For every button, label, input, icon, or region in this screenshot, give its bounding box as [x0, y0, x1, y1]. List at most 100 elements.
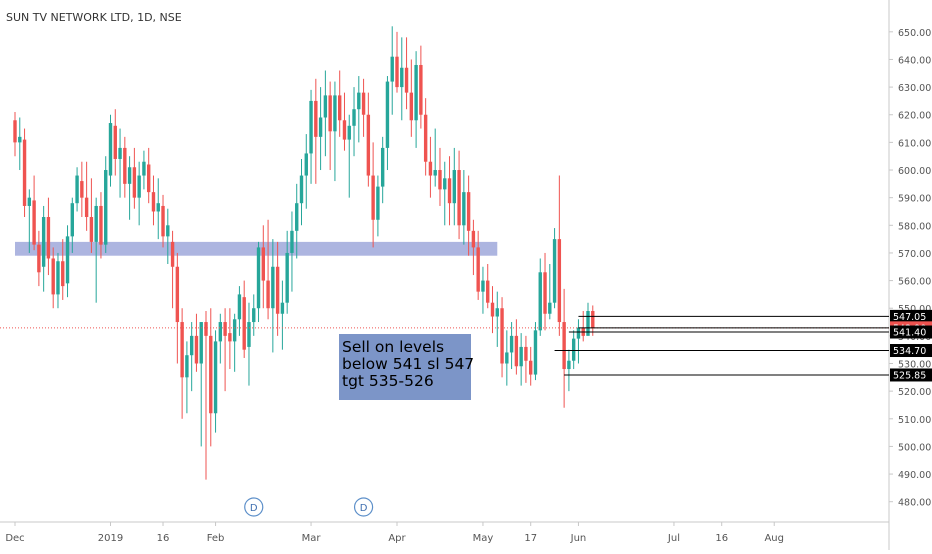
candle[interactable]: [275, 241, 280, 336]
candle[interactable]: [32, 175, 36, 251]
candle[interactable]: [161, 194, 165, 248]
candle[interactable]: [41, 205, 46, 292]
candle[interactable]: [552, 228, 557, 309]
candle[interactable]: [189, 322, 194, 392]
candle[interactable]: [409, 59, 414, 137]
candle[interactable]: [543, 252, 547, 331]
candle[interactable]: [443, 161, 447, 226]
candle[interactable]: [514, 319, 519, 375]
candle[interactable]: [147, 147, 151, 204]
candle[interactable]: [75, 167, 79, 212]
candle[interactable]: [70, 197, 74, 253]
candle[interactable]: [361, 78, 366, 137]
candle[interactable]: [266, 219, 270, 320]
candle[interactable]: [509, 322, 514, 370]
candle[interactable]: [581, 310, 585, 342]
candle[interactable]: [333, 81, 337, 182]
candle[interactable]: [252, 294, 256, 336]
candle[interactable]: [466, 175, 471, 256]
dividend-marker[interactable]: D: [353, 497, 374, 517]
candle[interactable]: [352, 87, 356, 157]
candle[interactable]: [323, 70, 328, 157]
candle[interactable]: [400, 37, 404, 121]
candle[interactable]: [462, 170, 466, 245]
candle[interactable]: [347, 114, 351, 198]
candle[interactable]: [338, 70, 342, 137]
candle[interactable]: [524, 335, 528, 383]
candle[interactable]: [237, 286, 242, 336]
support-zone[interactable]: [15, 241, 498, 256]
candle[interactable]: [395, 31, 399, 93]
candle[interactable]: [328, 81, 332, 171]
candle[interactable]: [123, 136, 127, 198]
candle[interactable]: [104, 156, 108, 253]
candle[interactable]: [452, 147, 456, 226]
dividend-marker[interactable]: D: [244, 497, 264, 517]
candle[interactable]: [538, 258, 542, 336]
candle[interactable]: [586, 302, 590, 336]
candle[interactable]: [113, 109, 117, 176]
candle[interactable]: [232, 313, 237, 372]
candle[interactable]: [380, 136, 385, 204]
candle[interactable]: [108, 114, 113, 187]
candle[interactable]: [51, 247, 55, 309]
candle[interactable]: [199, 322, 203, 447]
candle[interactable]: [486, 264, 490, 309]
candle[interactable]: [61, 239, 65, 300]
candle[interactable]: [457, 150, 461, 240]
candle[interactable]: [94, 197, 98, 303]
candle[interactable]: [256, 241, 261, 323]
candle[interactable]: [151, 175, 156, 226]
candle[interactable]: [476, 230, 480, 300]
candle[interactable]: [342, 92, 347, 151]
candle[interactable]: [505, 330, 509, 386]
candle[interactable]: [438, 147, 442, 206]
candle[interactable]: [304, 134, 308, 209]
candle[interactable]: [209, 308, 213, 447]
candle[interactable]: [137, 161, 141, 226]
candle[interactable]: [46, 197, 51, 276]
candle[interactable]: [481, 266, 485, 314]
candle[interactable]: [218, 313, 223, 364]
candle[interactable]: [166, 208, 170, 264]
candle[interactable]: [22, 128, 27, 218]
candle[interactable]: [414, 51, 418, 148]
candle[interactable]: [242, 280, 246, 358]
candle[interactable]: [261, 225, 265, 309]
candle[interactable]: [271, 239, 275, 353]
candle[interactable]: [132, 147, 137, 209]
candle[interactable]: [13, 111, 17, 157]
candle[interactable]: [228, 308, 232, 370]
candle[interactable]: [490, 286, 495, 334]
candle[interactable]: [56, 252, 60, 309]
candle[interactable]: [576, 319, 581, 364]
candle[interactable]: [562, 288, 566, 408]
candle[interactable]: [213, 330, 218, 433]
candle[interactable]: [99, 192, 103, 259]
candle[interactable]: [118, 128, 122, 198]
candle[interactable]: [156, 178, 160, 240]
candle[interactable]: [175, 252, 180, 364]
candle[interactable]: [295, 183, 299, 259]
candle[interactable]: [89, 178, 94, 253]
candle[interactable]: [194, 313, 199, 372]
candle[interactable]: [428, 136, 433, 198]
candle[interactable]: [18, 117, 22, 171]
candle[interactable]: [500, 297, 504, 378]
candle[interactable]: [142, 150, 146, 190]
candle[interactable]: [204, 310, 208, 480]
candle[interactable]: [185, 341, 189, 414]
candle[interactable]: [65, 225, 70, 298]
candle[interactable]: [385, 76, 390, 171]
candle[interactable]: [423, 98, 428, 176]
candle[interactable]: [376, 175, 380, 237]
candle[interactable]: [557, 175, 562, 336]
candle[interactable]: [318, 87, 323, 171]
candle[interactable]: [84, 161, 89, 231]
candle[interactable]: [419, 45, 423, 129]
candle[interactable]: [27, 189, 32, 253]
candle[interactable]: [404, 37, 409, 110]
